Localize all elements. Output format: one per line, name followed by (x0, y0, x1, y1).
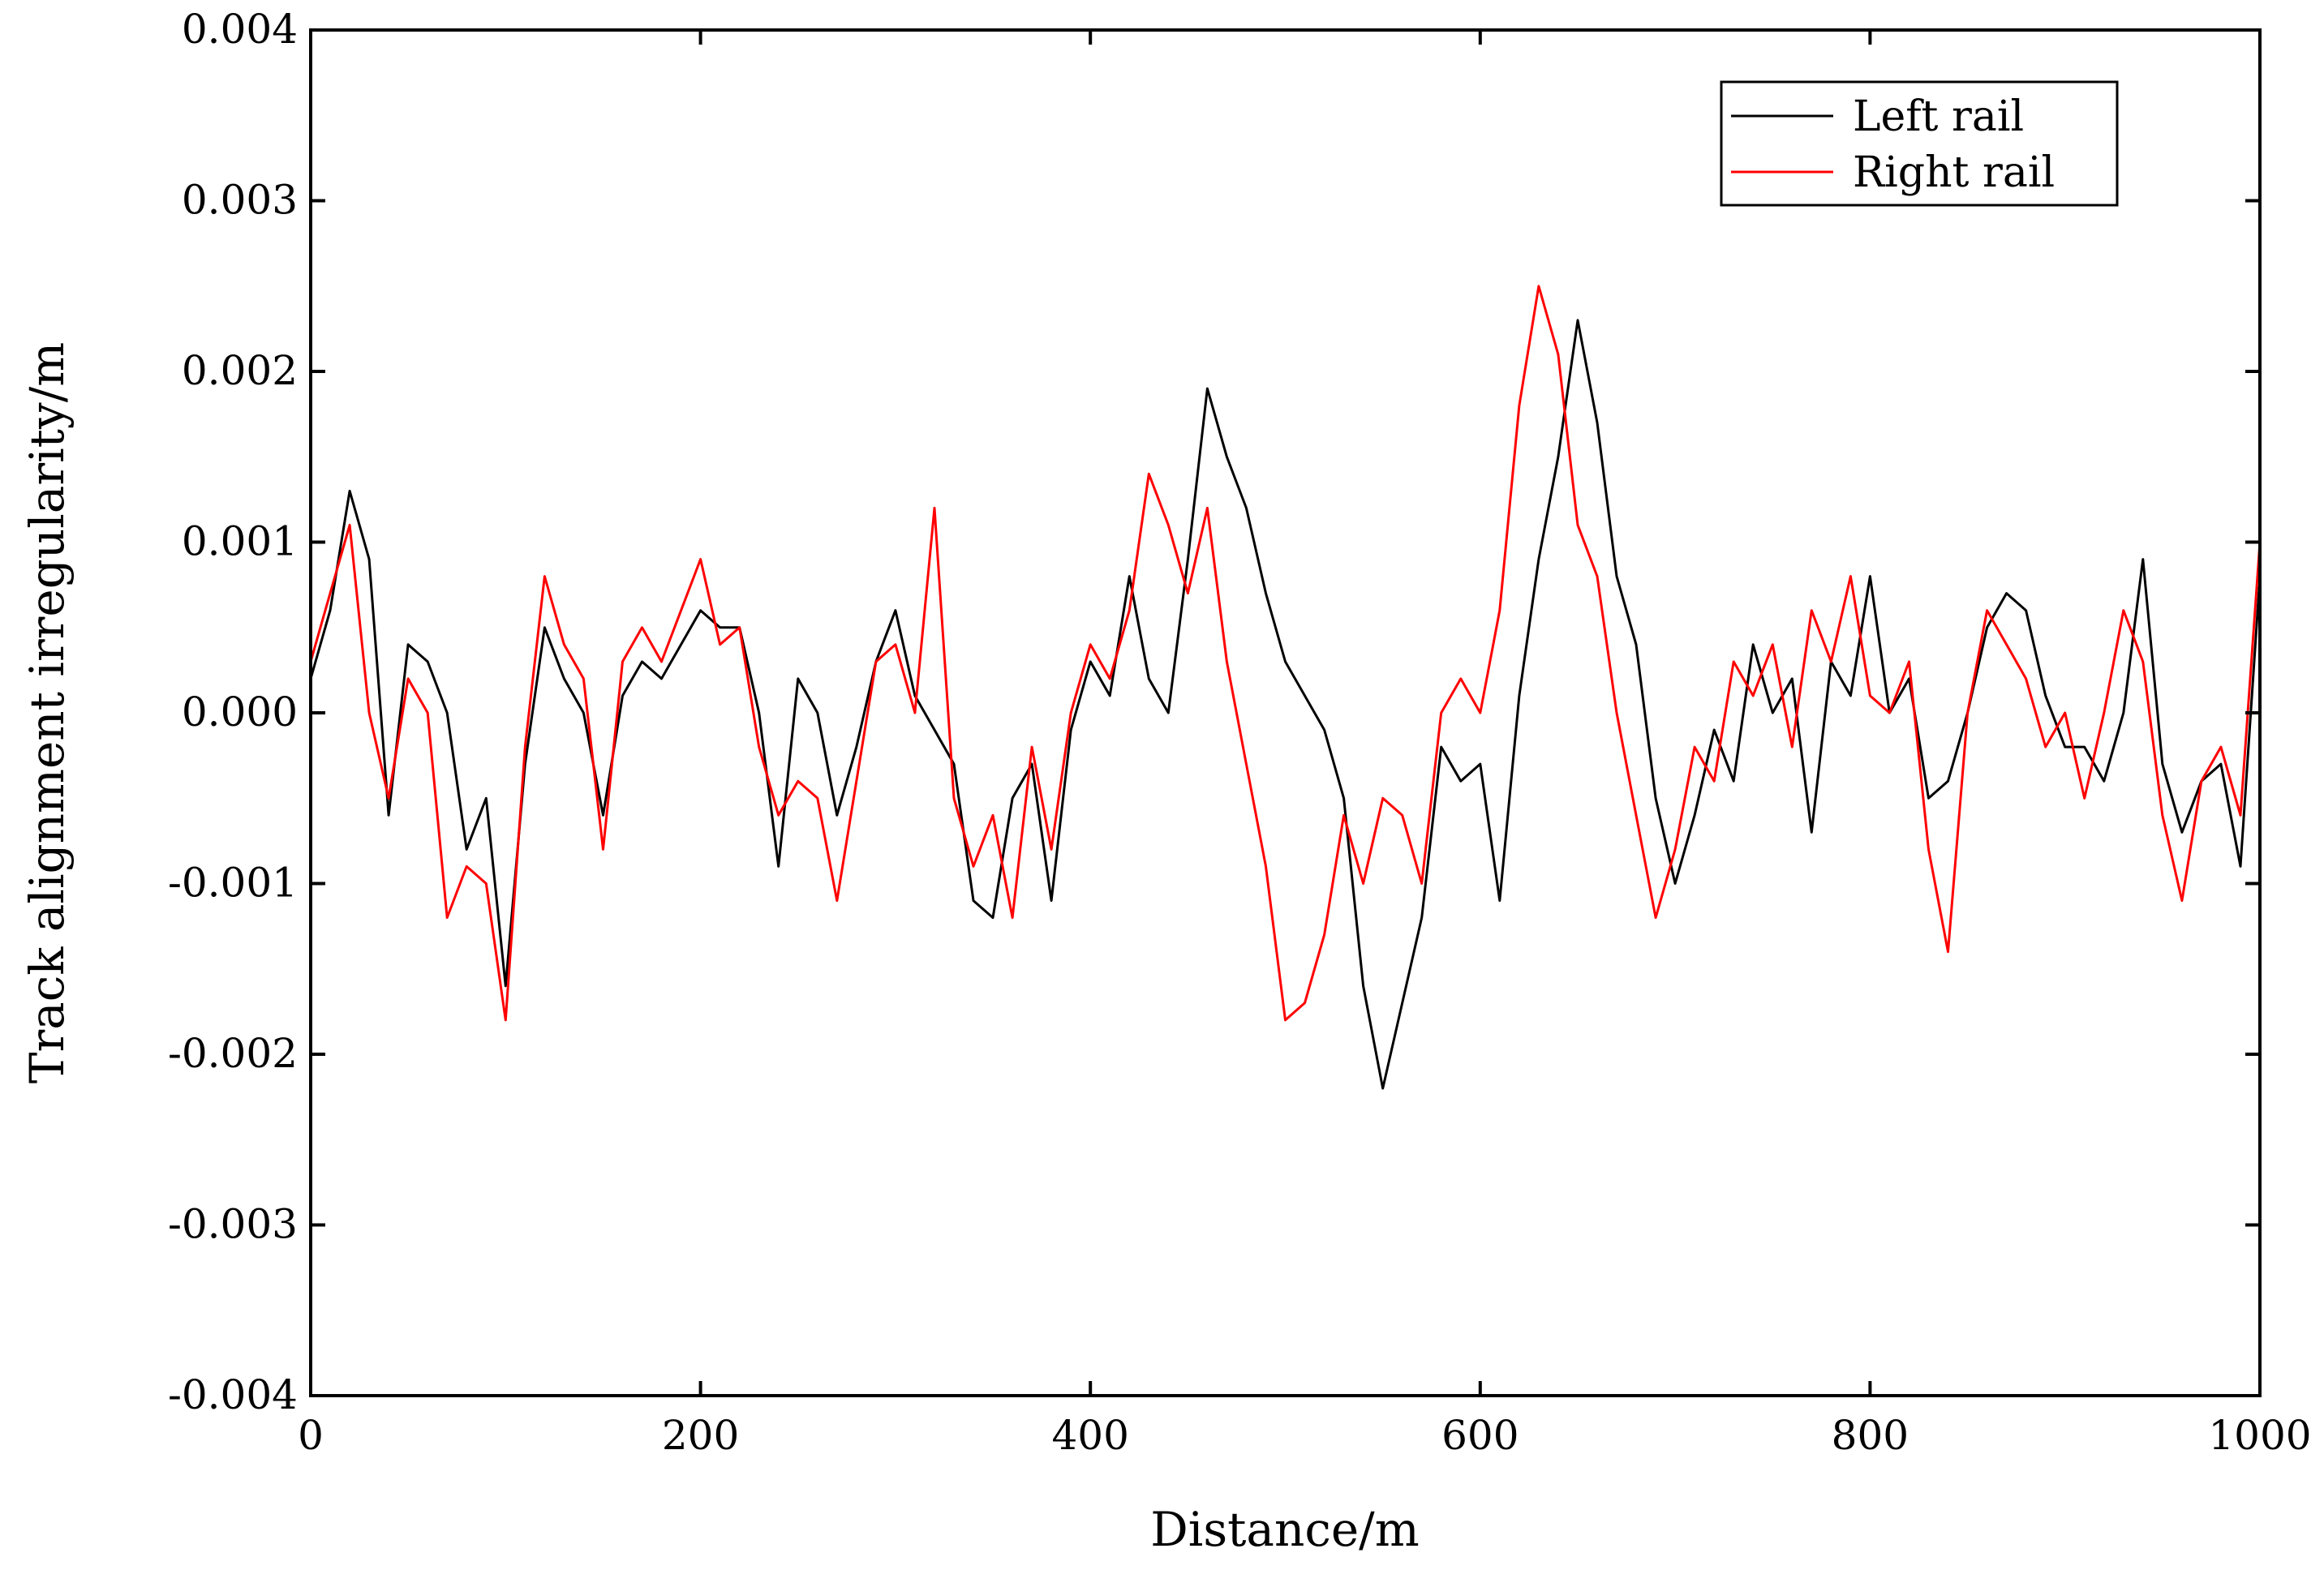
y-tick-label: 0.003 (182, 177, 298, 224)
x-tick-label: 800 (1832, 1412, 1909, 1459)
x-tick-label: 200 (662, 1412, 739, 1459)
x-tick-label: 0 (298, 1412, 324, 1459)
y-tick-label: 0.000 (182, 688, 298, 736)
plot-area (311, 30, 2260, 1396)
x-tick-label: 1000 (2208, 1412, 2311, 1459)
ticks-layer: -0.004 -0.003 -0.002 -0.001 0.000 0.001 0.002 0… (168, 6, 2312, 1459)
y-tick-label: -0.002 (168, 1030, 298, 1077)
y-axis-title: Track alignment irregularity/m (19, 342, 75, 1083)
series-line-right-rail (309, 285, 2262, 1022)
y-tick-label: -0.004 (168, 1371, 298, 1418)
y-tick-label: 0.001 (182, 518, 298, 565)
x-tick-label: 400 (1051, 1412, 1128, 1459)
y-tick-label: 0.004 (182, 6, 298, 53)
series-line-left-rail (309, 319, 2262, 1090)
legend-label-left-rail: Left rail (1853, 92, 2024, 141)
y-tick-label: -0.003 (168, 1201, 298, 1248)
legend: Left rail Right rail (1720, 80, 2119, 207)
y-tick-label: -0.001 (168, 860, 298, 907)
y-tick-label: 0.002 (182, 347, 298, 394)
legend-label-right-rail: Right rail (1853, 148, 2055, 197)
x-tick-label: 600 (1441, 1412, 1519, 1459)
x-axis-title: Distance/m (1150, 1502, 1419, 1557)
series-layer (309, 285, 2262, 1090)
legend-box (1720, 80, 2119, 207)
